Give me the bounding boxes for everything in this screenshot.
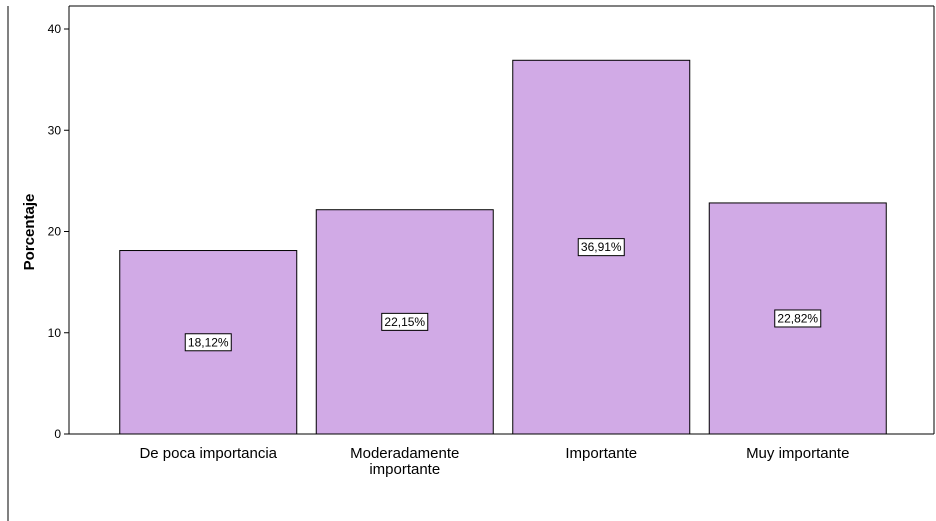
data-label: 36,91% [577, 238, 625, 257]
data-label: 22,15% [381, 312, 429, 331]
data-label-text: 22,82% [777, 311, 818, 325]
x-category-label: Importante [565, 445, 637, 462]
data-label-box [577, 238, 625, 257]
y-tick-label: 40 [48, 22, 62, 36]
bars-group: 18,12% 22,15% 36,91% 22,82% [119, 59, 887, 435]
x-category-label: importante [369, 461, 440, 478]
x-category-label: Muy importante [746, 445, 849, 462]
x-category-label: Moderadamente [350, 445, 459, 462]
x-category-label: De poca importancia [139, 445, 277, 462]
y-tick-label: 0 [54, 427, 61, 441]
data-label-box [184, 333, 232, 352]
x-axis-labels: De poca importancia Moderadamenteimportan… [139, 445, 849, 478]
data-label-text: 22,15% [384, 315, 425, 329]
data-label-box [381, 312, 429, 331]
data-label: 18,12% [184, 333, 232, 352]
y-tick-label: 30 [48, 123, 62, 137]
data-label: 22,82% [774, 309, 822, 328]
data-label-box [774, 309, 822, 328]
y-tick-label: 10 [48, 326, 62, 340]
y-tick-label: 20 [48, 225, 62, 239]
data-label-text: 36,91% [581, 240, 622, 254]
y-axis-label: Porcentaje [21, 194, 38, 271]
y-axis: 0 10 20 30 40 [48, 6, 70, 441]
data-label-text: 18,12% [188, 335, 229, 349]
